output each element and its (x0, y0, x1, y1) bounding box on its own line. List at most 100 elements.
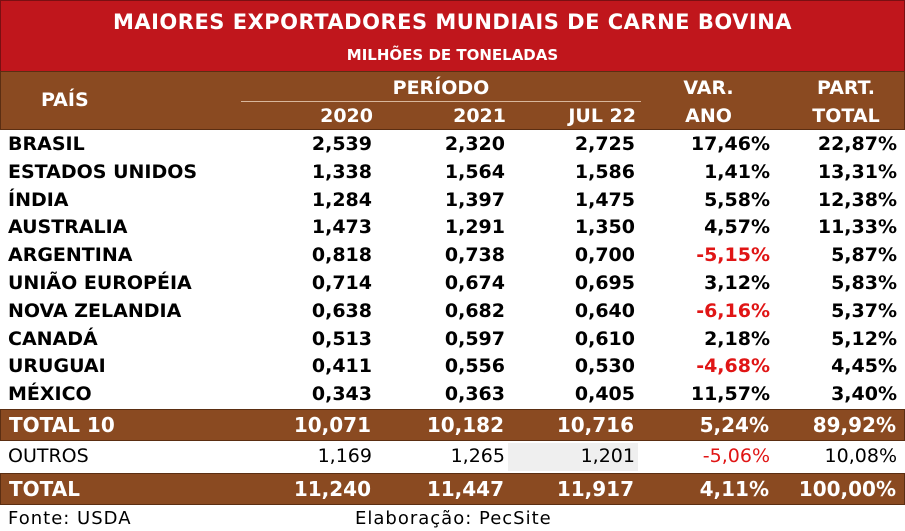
variation: 3,12% (704, 271, 770, 294)
total-label: TOTAL (9, 477, 80, 501)
table-row: CANADÁ 0,513 0,597 0,610 2,18% 5,12% (0, 326, 905, 354)
variation: -5,15% (696, 244, 770, 267)
value-jul22: 1,350 (574, 216, 635, 239)
value-2020: 1,284 (311, 188, 372, 211)
total-2021: 11,447 (426, 477, 504, 501)
header-var-line1: VAR. (683, 77, 734, 99)
total10-2020: 10,071 (293, 413, 371, 437)
outros-part: 10,08% (824, 445, 897, 467)
country-name: CANADÁ (8, 327, 98, 350)
value-2021: 0,363 (444, 383, 505, 406)
value-2021: 1,291 (444, 216, 505, 239)
value-2021: 0,682 (444, 299, 505, 322)
table-row: NOVA ZELANDIA 0,638 0,682 0,640 -6,16% 5,37% (0, 298, 905, 326)
header-periodo: PERÍODO (392, 77, 490, 99)
outros-2021: 1,265 (450, 445, 505, 467)
total10-var: 5,24% (699, 413, 769, 437)
share: 4,45% (831, 355, 897, 378)
value-2020: 1,473 (311, 216, 372, 239)
total10-row: TOTAL 10 10,071 10,182 10,716 5,24% 89,9… (0, 409, 905, 441)
country-name: BRASIL (8, 133, 85, 155)
source-note: Fonte: USDA (8, 508, 132, 529)
value-jul22: 0,700 (574, 244, 635, 267)
share: 5,83% (831, 271, 897, 294)
country-name: ARGENTINA (8, 244, 133, 267)
value-2021: 1,397 (444, 188, 505, 211)
footer: Fonte: USDA Elaboração: PecSite (0, 505, 905, 531)
table-row: AUSTRALIA 1,473 1,291 1,350 4,57% 11,33% (0, 214, 905, 242)
outros-2020: 1,169 (317, 445, 372, 467)
value-2021: 1,564 (444, 160, 505, 183)
value-jul22: 0,530 (574, 355, 635, 378)
share: 5,37% (831, 299, 897, 322)
share: 13,31% (817, 160, 897, 183)
outros-shade (508, 443, 638, 471)
value-2020: 0,411 (311, 355, 372, 378)
country-name: ÍNDIA (8, 188, 69, 211)
country-name: UNIÃO EUROPÉIA (8, 271, 192, 294)
country-name: URUGUAI (8, 355, 106, 378)
value-2021: 0,556 (444, 355, 505, 378)
value-2021: 0,738 (444, 244, 505, 267)
variation: 17,46% (690, 133, 770, 155)
value-jul22: 0,610 (574, 327, 635, 350)
value-2020: 2,539 (311, 133, 372, 155)
country-name: NOVA ZELANDIA (8, 299, 182, 322)
total-jul22: 11,917 (556, 477, 634, 501)
table-row: ESTADOS UNIDOS 1,338 1,564 1,586 1,41% 13,31% (0, 159, 905, 187)
header-part-line2: TOTAL (812, 105, 880, 127)
share: 12,38% (817, 188, 897, 211)
value-jul22: 0,695 (574, 271, 635, 294)
variation: 1,41% (704, 160, 770, 183)
table-row: MÉXICO 0,343 0,363 0,405 11,57% 3,40% (0, 381, 905, 409)
variation: 5,58% (704, 188, 770, 211)
total10-jul22: 10,716 (556, 413, 634, 437)
share: 11,33% (817, 216, 897, 239)
country-name: MÉXICO (8, 383, 92, 406)
variation: -4,68% (696, 355, 770, 378)
total-var: 4,11% (699, 477, 769, 501)
value-2021: 0,674 (444, 271, 505, 294)
header-part-line1: PART. (817, 77, 875, 99)
header-var-line2: ANO (685, 105, 732, 127)
value-2020: 0,818 (311, 244, 372, 267)
table-body: BRASIL 2,539 2,320 2,725 17,46% 22,87% ESTADOS… (0, 131, 905, 409)
share: 5,12% (831, 327, 897, 350)
value-2020: 0,714 (311, 271, 372, 294)
variation: 4,57% (704, 216, 770, 239)
table-row: ÍNDIA 1,284 1,397 1,475 5,58% 12,38% (0, 187, 905, 215)
table-row: ARGENTINA 0,818 0,738 0,700 -5,15% 5,87% (0, 242, 905, 270)
table-header: PAÍS PERÍODO 2020 2021 JUL 22 VAR. ANO P… (0, 71, 905, 130)
country-name: ESTADOS UNIDOS (8, 160, 198, 183)
share: 5,87% (831, 244, 897, 267)
header-pais: PAÍS (41, 89, 89, 111)
value-jul22: 1,586 (574, 160, 635, 183)
value-jul22: 0,640 (574, 299, 635, 322)
table-row: URUGUAI 0,411 0,556 0,530 -4,68% 4,45% (0, 353, 905, 381)
outros-label: OUTROS (8, 445, 89, 467)
outros-row: OUTROS 1,169 1,265 1,201 -5,06% 10,08% (0, 443, 905, 471)
value-jul22: 1,475 (574, 188, 635, 211)
header-divider (241, 101, 641, 102)
variation: 2,18% (704, 327, 770, 350)
total10-part: 89,92% (812, 413, 896, 437)
value-2020: 0,343 (311, 383, 372, 406)
share: 3,40% (831, 383, 897, 406)
total-part: 100,00% (798, 477, 896, 501)
header-year-jul22: JUL 22 (568, 105, 636, 127)
country-name: AUSTRALIA (8, 216, 128, 239)
header-year-2020: 2020 (320, 105, 373, 127)
title-block: MAIORES EXPORTADORES MUNDIAIS DE CARNE B… (0, 0, 905, 72)
value-2020: 0,513 (311, 327, 372, 350)
value-jul22: 2,725 (574, 133, 635, 155)
value-2020: 0,638 (311, 299, 372, 322)
total10-label: TOTAL 10 (9, 413, 115, 437)
value-2020: 1,338 (311, 160, 372, 183)
total-2020: 11,240 (293, 477, 371, 501)
variation: -6,16% (696, 299, 770, 322)
value-2021: 0,597 (444, 327, 505, 350)
table-row: BRASIL 2,539 2,320 2,725 17,46% 22,87% (0, 131, 905, 159)
outros-var: -5,06% (702, 445, 770, 467)
authorship-note: Elaboração: PecSite (355, 508, 552, 529)
